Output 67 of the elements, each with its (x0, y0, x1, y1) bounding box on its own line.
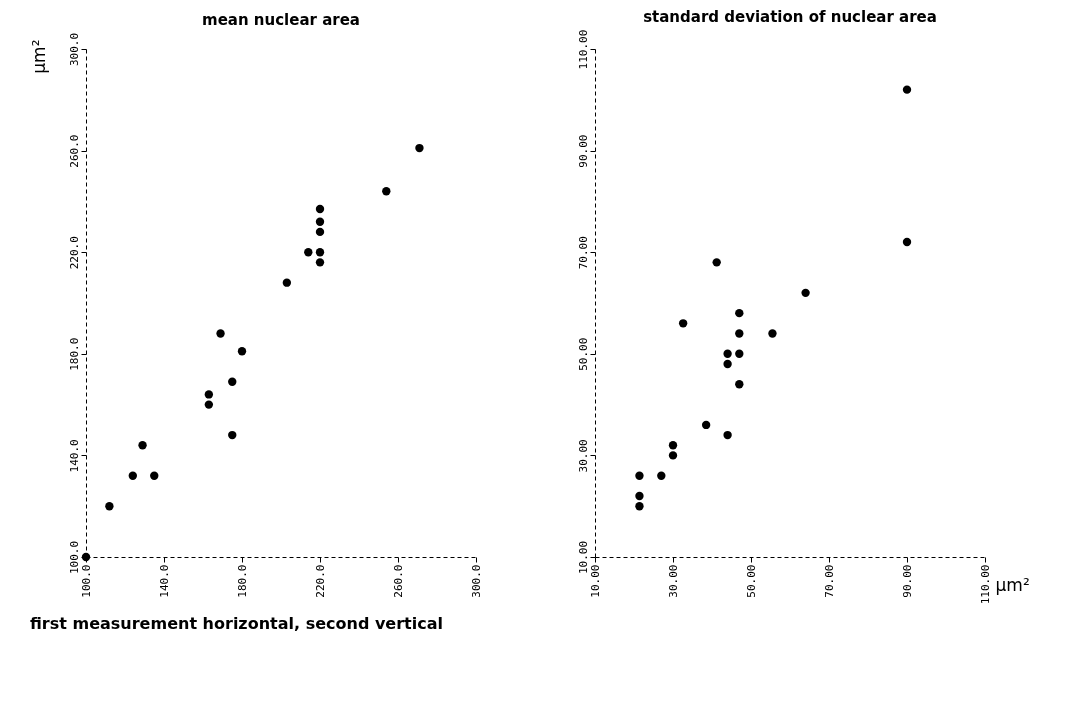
point (635, 471, 644, 480)
point (668, 441, 678, 450)
point (635, 502, 644, 511)
x-tick-label: 110.00 (978, 564, 992, 605)
point (723, 430, 732, 440)
y-tick-label: 140.0 (67, 439, 81, 473)
point (216, 329, 225, 338)
point (712, 258, 721, 267)
point (315, 248, 325, 257)
point (150, 471, 159, 480)
chart-title: standard deviation of nuclear area (643, 8, 937, 27)
point (128, 471, 137, 480)
point (902, 237, 912, 247)
y-tick-label: 180.0 (67, 337, 81, 371)
chart-title: mean nuclear area (202, 11, 360, 30)
y-tick-label: 110.00 (576, 29, 590, 70)
y-tick-label: 220.0 (67, 236, 81, 270)
x-tick-label: 140.0 (157, 564, 171, 598)
point (668, 451, 678, 460)
point (138, 441, 147, 450)
point (228, 377, 237, 386)
y-tick-label: 90.00 (576, 134, 590, 168)
x-tick-label: 220.0 (313, 564, 327, 598)
x-tick-label: 50.00 (744, 564, 758, 598)
x-tick-label: 260.0 (391, 564, 405, 598)
point (801, 288, 810, 298)
point (723, 349, 732, 358)
point (105, 502, 114, 511)
x-tick-label: 180.0 (235, 564, 249, 598)
point (735, 380, 744, 389)
point (315, 258, 325, 267)
point (228, 430, 237, 440)
point (204, 390, 214, 399)
point (735, 329, 744, 338)
point (735, 308, 744, 318)
point (678, 319, 688, 328)
point (768, 329, 777, 338)
x-tick-label: 70.00 (822, 564, 836, 598)
y-tick-label: 30.00 (576, 439, 590, 473)
point (635, 491, 644, 501)
point (304, 248, 313, 257)
point (315, 227, 325, 237)
y-axis-title: µm² (28, 39, 49, 74)
y-tick-label: 10.00 (576, 540, 590, 575)
x-axis-title: µm² (995, 574, 1030, 595)
point (902, 85, 912, 94)
point (735, 349, 744, 358)
x-tick-label: 300.0 (469, 564, 483, 598)
point (282, 278, 292, 287)
y-tick-label: 70.00 (576, 236, 590, 270)
x-tick-label: 30.00 (666, 564, 680, 598)
point (415, 143, 424, 153)
point (382, 187, 391, 196)
text: first measurement horizontal, second vertical (30, 613, 443, 633)
point (315, 204, 325, 214)
y-tick-label: 100.0 (67, 540, 81, 575)
point (701, 420, 711, 430)
y-tick-label: 50.00 (576, 337, 590, 371)
point (315, 217, 325, 226)
point (81, 552, 91, 562)
point (723, 359, 732, 369)
point (657, 471, 666, 480)
point (204, 400, 214, 409)
point (237, 347, 247, 356)
x-tick-label: 90.00 (900, 564, 914, 598)
y-tick-label: 300.0 (67, 32, 81, 67)
y-tick-label: 260.0 (67, 134, 81, 168)
